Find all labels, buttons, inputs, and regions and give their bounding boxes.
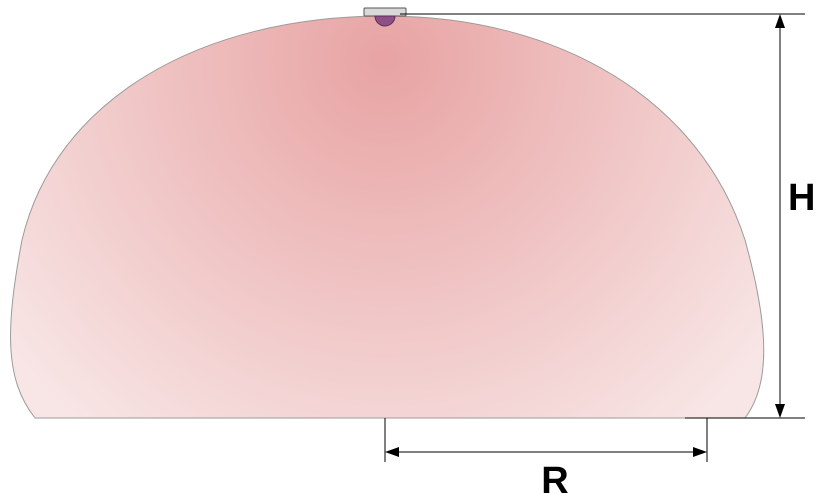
sensor-lens <box>374 15 396 27</box>
radius-arrow-right <box>693 447 707 457</box>
height-arrow-bottom <box>775 404 785 418</box>
height-label: H <box>788 177 815 219</box>
radius-arrow-left <box>385 447 399 457</box>
height-arrow-top <box>775 14 785 28</box>
radius-label: R <box>541 460 568 493</box>
sensor-mount <box>363 7 407 17</box>
ceiling-sensor-icon <box>363 7 407 27</box>
detection-zone <box>10 15 765 419</box>
radius-dimension: R <box>384 418 708 493</box>
height-dimension: H <box>400 13 815 419</box>
